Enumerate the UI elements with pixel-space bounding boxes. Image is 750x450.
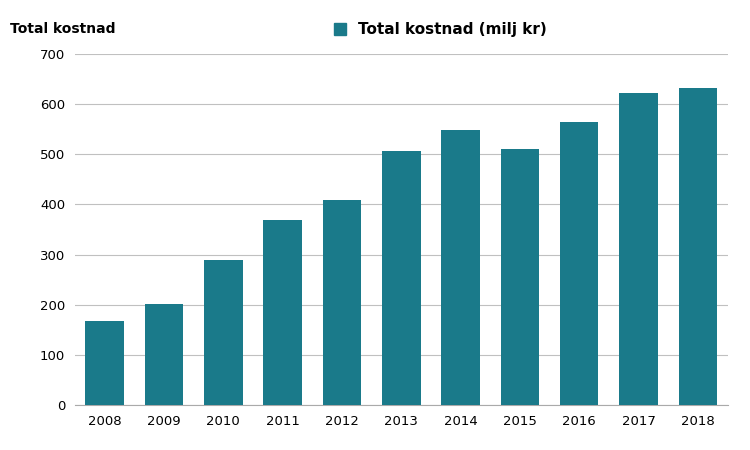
Bar	[86, 321, 124, 405]
Bar	[560, 122, 598, 405]
Bar	[263, 220, 302, 405]
Bar	[145, 304, 183, 405]
Bar	[382, 151, 421, 405]
Bar	[620, 93, 658, 405]
Text: Total kostnad: Total kostnad	[10, 22, 115, 36]
Bar	[441, 130, 480, 405]
Bar	[204, 260, 242, 405]
Bar	[322, 200, 362, 405]
Bar	[500, 149, 539, 405]
Legend: Total kostnad (milj kr): Total kostnad (milj kr)	[328, 16, 553, 43]
Bar	[679, 88, 717, 405]
